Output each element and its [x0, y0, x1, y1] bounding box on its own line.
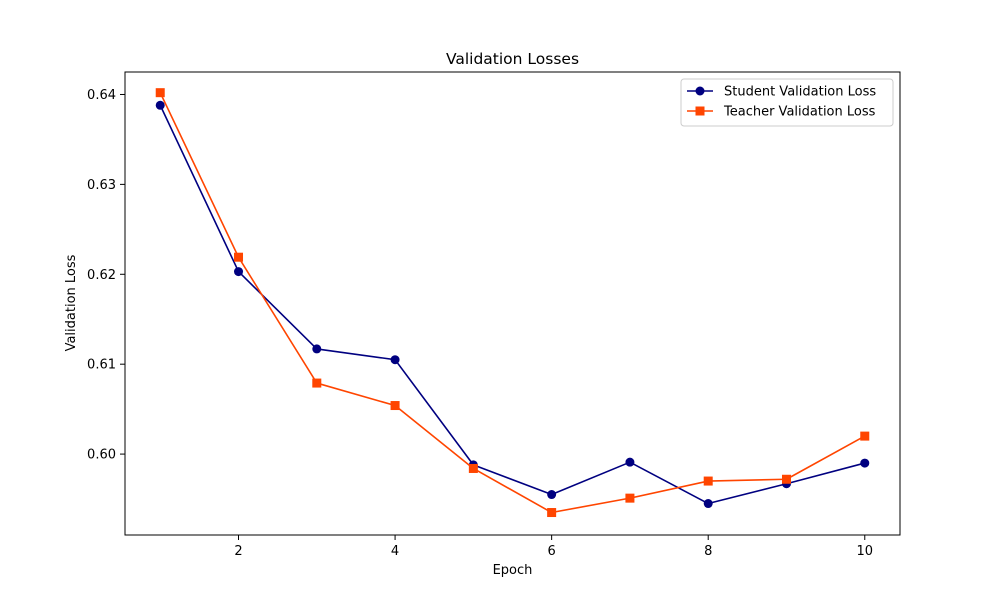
legend-label: Student Validation Loss: [724, 85, 876, 100]
y-tick-label: 0.62: [87, 268, 116, 283]
x-tick-label: 4: [391, 544, 399, 559]
data-point: [703, 476, 713, 486]
x-tick-label: 8: [704, 544, 712, 559]
legend-label: Teacher Validation Loss: [723, 105, 876, 120]
y-tick-label: 0.64: [87, 88, 116, 103]
data-point: [468, 463, 478, 473]
data-point: [703, 499, 713, 509]
series-line-1: [159, 104, 865, 505]
data-point: [390, 355, 400, 365]
y-tick-label: 0.63: [87, 178, 116, 193]
x-tick-label: 6: [548, 544, 556, 559]
data-point: [625, 457, 635, 467]
y-tick-label: 0.61: [87, 358, 116, 373]
data-point: [625, 493, 635, 503]
data-point: [155, 100, 165, 110]
y-tick-label: 0.60: [87, 448, 116, 463]
x-axis-label: Epoch: [493, 563, 533, 578]
data-point: [390, 401, 400, 411]
plot-area: [155, 88, 870, 518]
data-point: [312, 344, 322, 354]
axes: 2 4 6 8 10 0.60 0.61 0.62 0.63 0.64: [87, 71, 901, 559]
data-point: [155, 88, 165, 98]
data-point: [860, 458, 870, 468]
x-tick-label: 2: [234, 544, 242, 559]
data-point: [234, 267, 244, 277]
legend-marker: [695, 86, 705, 96]
series-line-2: [159, 92, 866, 514]
data-point: [547, 490, 557, 500]
data-point: [781, 474, 791, 484]
chart-title: Validation Losses: [446, 50, 579, 68]
data-point: [547, 508, 557, 518]
legend-box: [680, 78, 894, 127]
data-point: [234, 252, 244, 262]
legend-marker: [695, 106, 705, 116]
legend: Student Validation Loss Teacher Validatio…: [680, 78, 894, 127]
data-point: [860, 431, 870, 441]
x-tick-label: 10: [856, 544, 873, 559]
axes-frame: [124, 71, 901, 536]
data-point: [312, 378, 322, 388]
y-axis-label: Validation Loss: [64, 254, 79, 351]
